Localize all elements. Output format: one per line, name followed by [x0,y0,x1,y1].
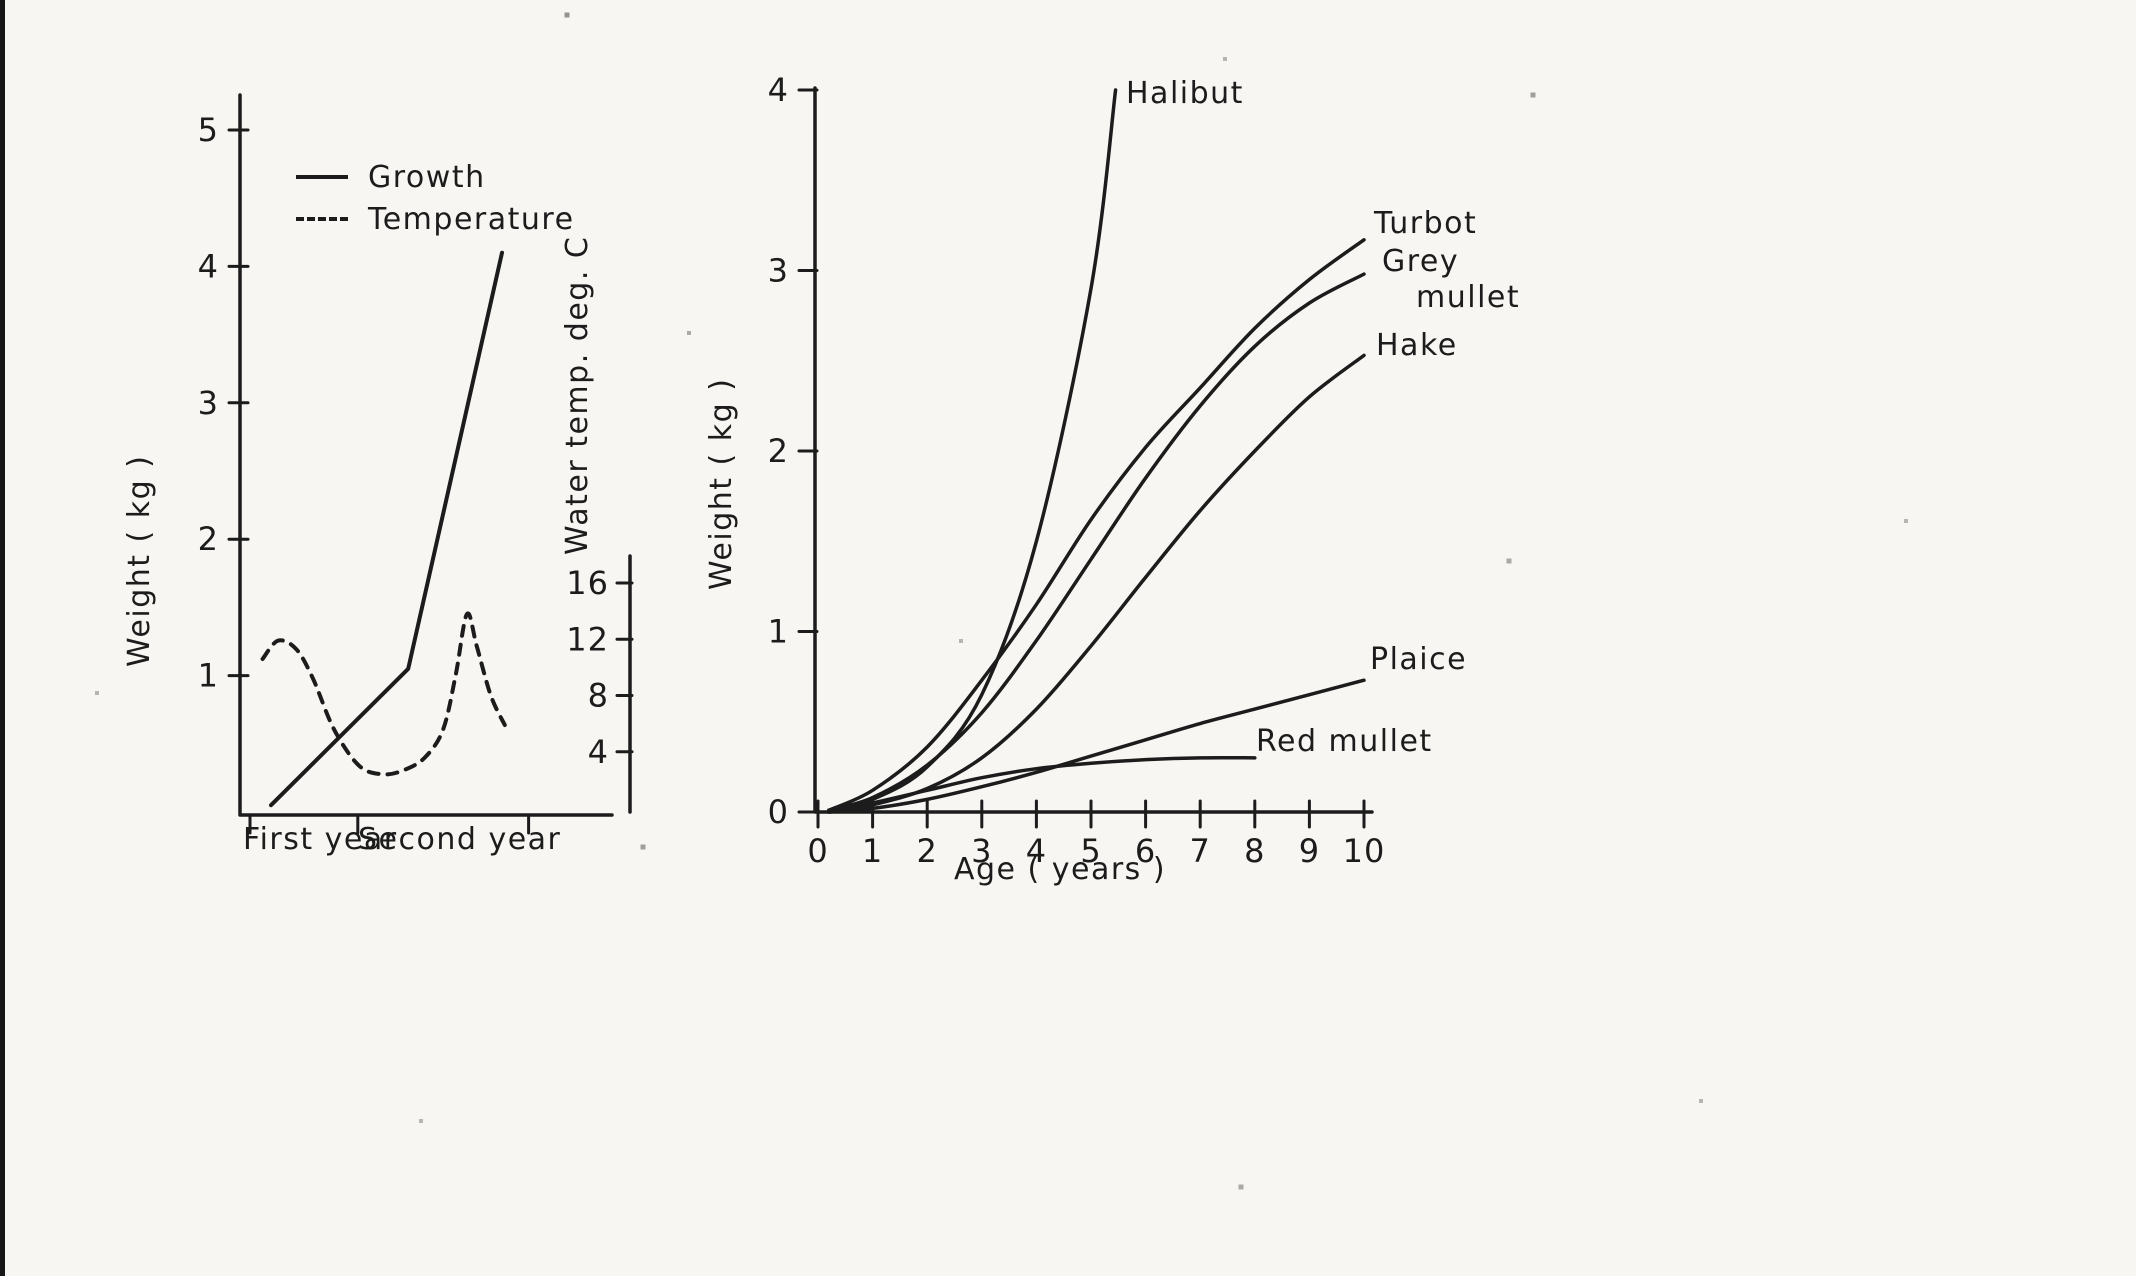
series-grey-mullet-line [827,272,1366,812]
series-growth-line [269,250,504,808]
left-chart-ytick-label: 5 [198,111,219,149]
legend-growth-label: Growth [368,159,486,195]
legend-entry-temperature: Temperature [296,198,575,240]
left-chart-ytick-label: 2 [198,520,219,558]
left-chart-xtick-first-year: First year [243,822,398,857]
right-chart-xtick-label: 1 [862,832,883,870]
left-chart-legend: Growth Temperature [296,156,575,240]
legend-temperature-label: Temperature [368,201,575,237]
left-chart-y2tick-label: 12 [566,620,609,658]
right-chart-ytick-label: 4 [768,71,789,109]
right-chart-xtick-label: 8 [1244,832,1265,870]
series-red-mullet-line [827,755,1257,814]
left-chart-axes [238,93,614,817]
series-label-turbot: Turbot [1374,206,1478,241]
right-chart-axes [813,86,1374,814]
series-halibut-line [827,88,1118,812]
right-chart-ytick-label: 1 [768,613,789,651]
left-chart-xtick-second-year: Second year [358,822,562,857]
right-chart-xtick-label: 10 [1343,832,1386,870]
series-label-red-mullet: Red mullet [1256,724,1433,759]
dashed-line-swatch-icon [296,217,348,221]
left-chart-ytick-label: 4 [198,247,219,285]
right-chart-xtick-label: 0 [807,832,828,870]
series-label-halibut: Halibut [1126,76,1244,111]
left-chart-y-axis-title: Weight ( kg ) [122,454,157,667]
right-chart-xtick-label: 9 [1299,832,1320,870]
series-label-hake: Hake [1376,328,1458,363]
series-label-grey-mullet: Grey mullet [1382,244,1521,315]
right-chart-xtick-label: 5 [1080,832,1101,870]
right-chart-xtick-label: 7 [1190,832,1211,870]
right-chart-ytick-label: 3 [768,252,789,290]
left-chart-ytick-label: 1 [198,657,219,695]
series-temperature-line [260,611,507,777]
left-chart-y2tick-label: 4 [588,733,609,771]
right-chart-ytick-label: 2 [768,432,789,470]
left-chart-ytick-label: 3 [198,384,219,422]
scan-edge-artifact [0,0,5,1276]
series-label-plaice: Plaice [1370,642,1468,677]
right-chart-xtick-label: 6 [1135,832,1156,870]
series-plaice-line [827,678,1366,814]
right-chart-ytick-label: 0 [768,793,789,831]
left-chart-y2tick-label: 16 [566,564,609,602]
right-chart-x-axis-title: Age ( years ) [953,852,1167,887]
solid-line-swatch-icon [296,175,348,179]
right-chart-xtick-label: 4 [1026,832,1047,870]
series-turbot-line [827,238,1366,812]
legend-entry-growth: Growth [296,156,575,198]
right-chart-y-axis-title: Weight ( kg ) [704,377,739,590]
left-chart-y2-axis-title: Water temp. deg. C [560,235,595,555]
right-chart-xtick-label: 3 [971,832,992,870]
right-chart-xtick-label: 2 [917,832,938,870]
left-chart-y2tick-label: 8 [588,677,609,715]
